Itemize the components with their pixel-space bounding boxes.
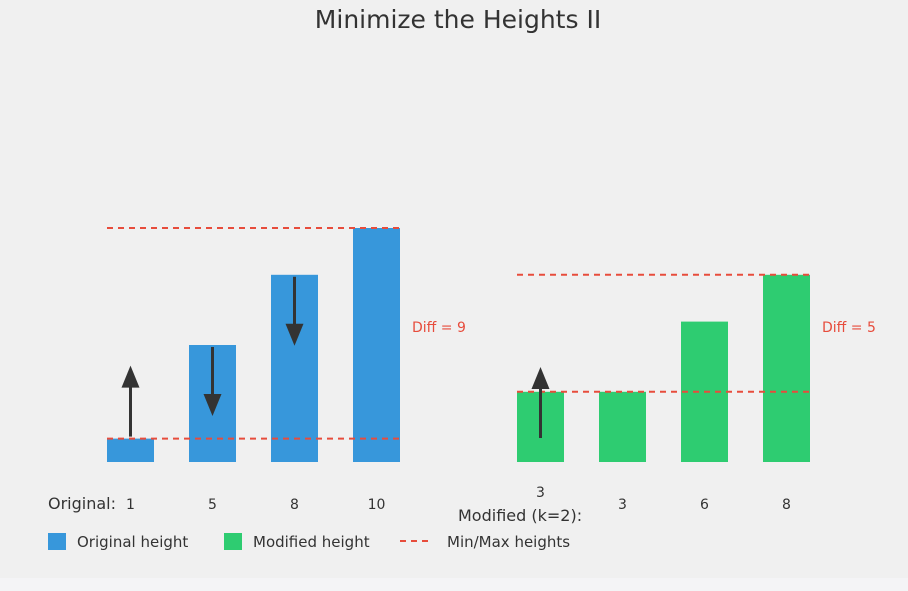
original-arrow-up-icon [121, 365, 140, 437]
legend: Original height Modified height Min/Max … [48, 533, 570, 551]
diagram-title: Minimize the Heights II [315, 5, 601, 34]
legend-modified-label: Modified height [253, 533, 370, 551]
modified-row-label: Modified (k=2): [458, 506, 582, 525]
modified-value-label: 3 [536, 485, 545, 501]
diagram: Minimize the Heights II Original: 1 5 8 10 D… [48, 5, 876, 551]
modified-value-label: 3 [618, 497, 627, 513]
original-value-label: 1 [126, 497, 135, 513]
original-value-label: 8 [290, 497, 299, 513]
original-arrow-down-icon [203, 347, 222, 416]
original-value-label: 10 [368, 497, 386, 513]
original-bar [107, 438, 154, 462]
original-value-label: 5 [208, 497, 217, 513]
modified-arrow-up-icon [531, 367, 550, 438]
original-bar [353, 228, 400, 462]
original-diff-label: Diff = 9 [412, 320, 466, 336]
original-row-label: Original: [48, 494, 116, 513]
legend-modified-swatch [224, 533, 242, 550]
original-chart: Original: 1 5 8 10 Diff = 9 [48, 227, 466, 513]
modified-value-label: 8 [782, 497, 791, 513]
modified-bar [599, 391, 646, 462]
legend-original-swatch [48, 533, 66, 550]
legend-original-label: Original height [77, 533, 188, 551]
modified-chart: Modified (k=2): 3 3 6 8 Diff = 5 [458, 273, 876, 525]
modified-bar [763, 274, 810, 462]
legend-minmax-label: Min/Max heights [447, 533, 570, 551]
original-arrow-down-icon [285, 276, 304, 346]
modified-diff-label: Diff = 5 [822, 320, 876, 336]
modified-value-label: 6 [700, 497, 709, 513]
bottom-strip [0, 578, 908, 591]
